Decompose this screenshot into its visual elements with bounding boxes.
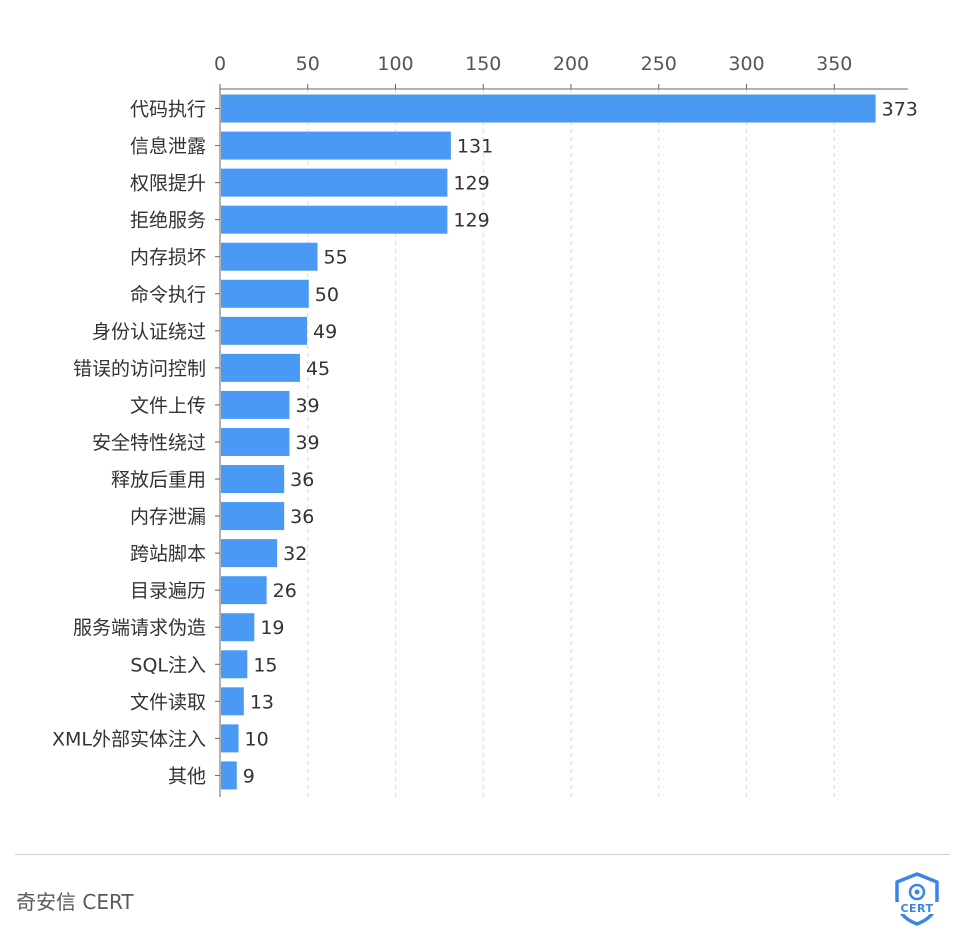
bar: [221, 94, 876, 123]
category-label: 内存泄漏: [130, 506, 206, 528]
category-label: 代码执行: [130, 99, 206, 121]
value-label: 36: [290, 506, 314, 528]
bar: [221, 687, 244, 716]
bar: [221, 724, 239, 753]
value-label: 50: [315, 284, 339, 306]
value-label: 129: [453, 210, 489, 232]
x-tick-label: 100: [377, 53, 413, 75]
footer-brand: 奇安信 CERT: [16, 890, 134, 914]
category-label: 错误的访问控制: [73, 358, 206, 380]
bar: [221, 502, 285, 531]
bar: [221, 650, 248, 679]
value-label: 10: [245, 728, 269, 750]
category-label: 命令执行: [130, 284, 206, 306]
bar-chart: 0 50 100 150 200 250 300 350 代码执行 373 信息泄露 131 权限提升 1…: [52, 53, 918, 797]
x-tick-label: 350: [816, 53, 852, 75]
value-label: 131: [457, 136, 493, 158]
value-label: 39: [295, 432, 319, 454]
bar: [221, 390, 290, 419]
footer-divider: [15, 854, 950, 855]
value-label: 26: [273, 580, 297, 602]
category-label: 权限提升: [130, 173, 206, 195]
category-label: 文件读取: [130, 691, 206, 713]
cert-logo-icon: CERT: [895, 872, 939, 926]
category-label: SQL注入: [130, 654, 206, 676]
category-label: 安全特性绕过: [92, 432, 206, 454]
x-tick-label: 300: [728, 53, 764, 75]
category-label: XML外部实体注入: [52, 728, 206, 750]
value-label: 373: [882, 99, 918, 121]
value-label: 45: [306, 358, 330, 380]
x-tick-label: 200: [553, 53, 589, 75]
x-tick-label: 150: [465, 53, 501, 75]
x-tick-label: 50: [296, 53, 320, 75]
value-label: 36: [290, 469, 314, 491]
bar: [221, 539, 278, 568]
x-tick-label: 0: [214, 53, 226, 75]
bar: [221, 168, 448, 197]
bar: [221, 613, 255, 642]
x-tick-label: 250: [641, 53, 677, 75]
bar: [221, 576, 267, 605]
category-label: 目录遍历: [130, 580, 206, 602]
category-label: 身份认证绕过: [92, 321, 206, 343]
bar: [221, 353, 300, 382]
bar: [221, 316, 307, 345]
bar: [221, 131, 451, 160]
value-label: 129: [453, 173, 489, 195]
category-label: 内存损坏: [130, 247, 206, 269]
value-label: 9: [243, 765, 255, 787]
value-label: 19: [260, 617, 284, 639]
category-label: 释放后重用: [111, 469, 206, 491]
value-label: 55: [324, 247, 348, 269]
category-label: 其他: [168, 765, 206, 787]
category-label: 拒绝服务: [130, 210, 206, 232]
bar: [221, 242, 318, 271]
value-label: 13: [250, 691, 274, 713]
category-label: 服务端请求伪造: [73, 617, 206, 639]
bar: [221, 427, 290, 456]
value-label: 39: [295, 395, 319, 417]
category-label: 信息泄露: [130, 136, 206, 158]
category-label: 文件上传: [130, 395, 206, 417]
value-label: 49: [313, 321, 337, 343]
value-label: 32: [283, 543, 307, 565]
bar: [221, 205, 448, 234]
bar: [221, 761, 237, 790]
cert-logo-text: CERT: [900, 902, 933, 915]
bar: [221, 279, 309, 308]
bar: [221, 465, 285, 494]
value-label: 15: [253, 654, 277, 676]
category-label: 跨站脚本: [130, 543, 206, 565]
